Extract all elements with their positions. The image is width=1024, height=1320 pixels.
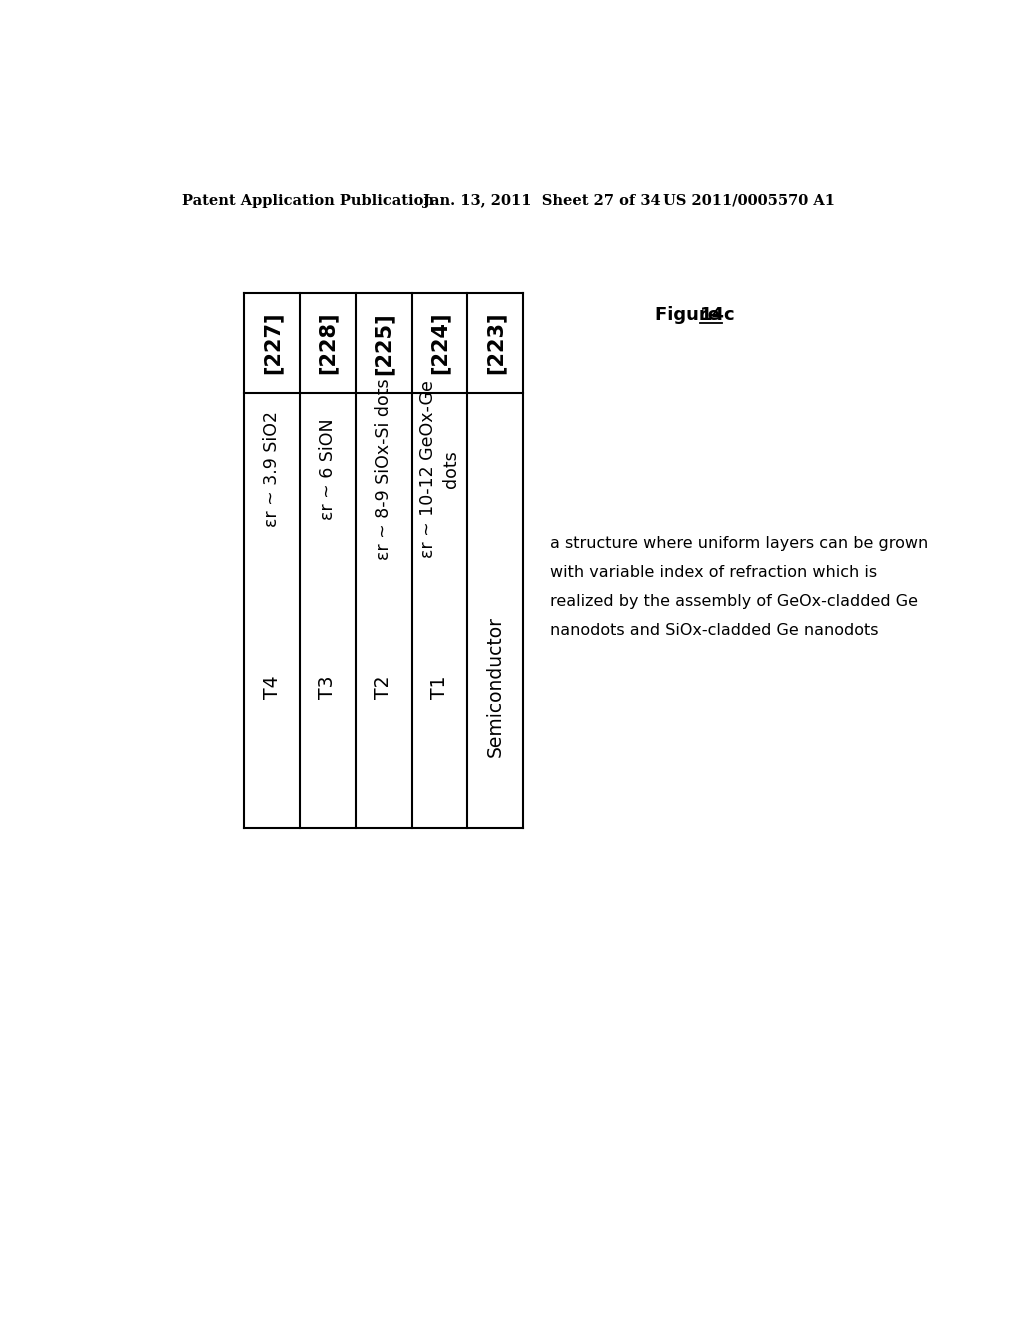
- Text: a structure where uniform layers can be grown: a structure where uniform layers can be …: [550, 536, 929, 550]
- Text: εr ~ 3.9 SiO2: εr ~ 3.9 SiO2: [263, 412, 282, 528]
- Text: T3: T3: [318, 675, 338, 698]
- Text: [223]: [223]: [485, 312, 506, 375]
- Text: Semiconductor: Semiconductor: [485, 616, 505, 758]
- Text: [224]: [224]: [429, 312, 450, 375]
- Text: with variable index of refraction which is: with variable index of refraction which …: [550, 565, 878, 579]
- Text: nanodots and SiOx-cladded Ge nanodots: nanodots and SiOx-cladded Ge nanodots: [550, 623, 879, 639]
- Text: T1: T1: [430, 675, 450, 698]
- Text: US 2011/0005570 A1: US 2011/0005570 A1: [663, 194, 835, 207]
- Text: [227]: [227]: [262, 312, 283, 375]
- Text: 14c: 14c: [700, 306, 735, 325]
- Text: Figure: Figure: [655, 306, 726, 325]
- Text: [225]: [225]: [374, 312, 394, 375]
- Text: T4: T4: [262, 675, 282, 698]
- Text: realized by the assembly of GeOx-cladded Ge: realized by the assembly of GeOx-cladded…: [550, 594, 919, 610]
- Text: [228]: [228]: [317, 312, 338, 375]
- Text: Jan. 13, 2011  Sheet 27 of 34: Jan. 13, 2011 Sheet 27 of 34: [423, 194, 660, 207]
- Text: εr ~ 8-9 SiOx-Si dots: εr ~ 8-9 SiOx-Si dots: [375, 379, 393, 560]
- Text: T2: T2: [374, 675, 393, 698]
- Text: εr ~ 10-12 GeOx-Ge
dots: εr ~ 10-12 GeOx-Ge dots: [420, 380, 460, 558]
- Text: Patent Application Publication: Patent Application Publication: [182, 194, 434, 207]
- Text: εr ~ 6 SiON: εr ~ 6 SiON: [318, 418, 337, 520]
